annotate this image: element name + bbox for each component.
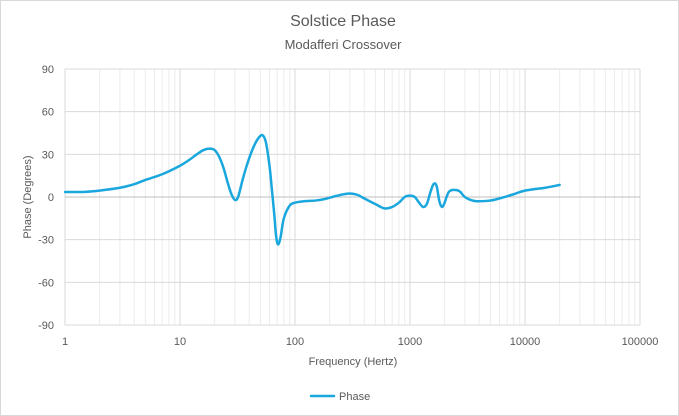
y-tick-label: 0 bbox=[48, 192, 54, 204]
legend: Phase bbox=[309, 391, 370, 403]
series-layer bbox=[63, 133, 561, 246]
y-tick-label: -90 bbox=[38, 320, 54, 332]
x-tick-label: 100000 bbox=[622, 336, 659, 348]
y-axis-label: Phase (Degrees) bbox=[22, 155, 34, 238]
x-axis-label: Frequency (Hertz) bbox=[309, 356, 398, 368]
x-tick-label: 1000 bbox=[398, 336, 422, 348]
y-tick-label: 60 bbox=[42, 107, 54, 119]
y-tick-label: -60 bbox=[38, 277, 54, 289]
series-line-phase bbox=[63, 133, 561, 246]
axes: 90 60 30 0 -30 -60 -90 1 10 100 1000 10000 100000 bbox=[38, 64, 658, 348]
x-tick-label: 1 bbox=[62, 336, 68, 348]
y-tick-label: 90 bbox=[42, 64, 54, 76]
chart-subtitle: Modafferi Crossover bbox=[285, 37, 402, 52]
x-tick-label: 10000 bbox=[510, 336, 541, 348]
chart-title: Solstice Phase bbox=[290, 13, 396, 30]
y-tick-label: -30 bbox=[38, 235, 54, 247]
x-tick-label: 10 bbox=[174, 336, 186, 348]
x-tick-label: 100 bbox=[286, 336, 304, 348]
y-tick-label: 30 bbox=[42, 149, 54, 161]
legend-label: Phase bbox=[339, 391, 370, 403]
